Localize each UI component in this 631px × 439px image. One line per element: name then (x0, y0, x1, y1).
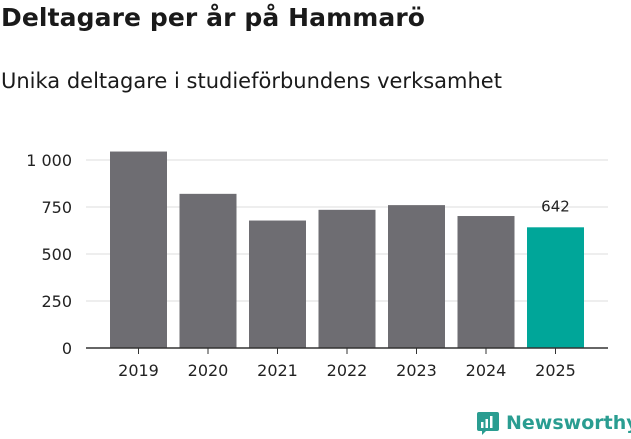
y-tick-label: 500 (41, 245, 72, 264)
axes (86, 347, 608, 354)
data-label-2025: 642 (541, 197, 570, 215)
x-tick-label: 2025 (535, 361, 576, 380)
bar-2024 (457, 216, 515, 348)
bar-2019 (110, 151, 167, 348)
bar-2023 (388, 205, 445, 348)
bar-2020 (179, 193, 237, 348)
bars (110, 151, 584, 348)
x-tick-label: 2021 (257, 361, 298, 380)
y-tick-label: 250 (41, 292, 72, 311)
labels: 0 250 500 750 1 000 2019 2020 2021 2022 2023 2024 2… (26, 151, 576, 380)
newsworthy-logo-icon (477, 412, 499, 435)
y-tick-label: 0 (62, 339, 72, 358)
x-tick-label: 2022 (327, 361, 368, 380)
chart-subtitle: Unika deltagare i studieförbundens verks… (1, 69, 502, 93)
y-tick-label: 750 (41, 198, 72, 217)
y-tick-label: 1 000 (26, 151, 72, 170)
newsworthy-brand: Newsworthy (476, 408, 631, 438)
x-tick-label: 2020 (188, 361, 229, 380)
x-tick-label: 2023 (396, 361, 437, 380)
x-tick-label: 2019 (118, 361, 159, 380)
bar-2021 (249, 220, 306, 348)
chart-title: Deltagare per år på Hammarö (1, 3, 426, 32)
bar-2022 (318, 209, 376, 348)
bar-2025 (527, 227, 584, 348)
brand-name: Newsworthy (506, 412, 631, 434)
x-tick-label: 2024 (466, 361, 507, 380)
